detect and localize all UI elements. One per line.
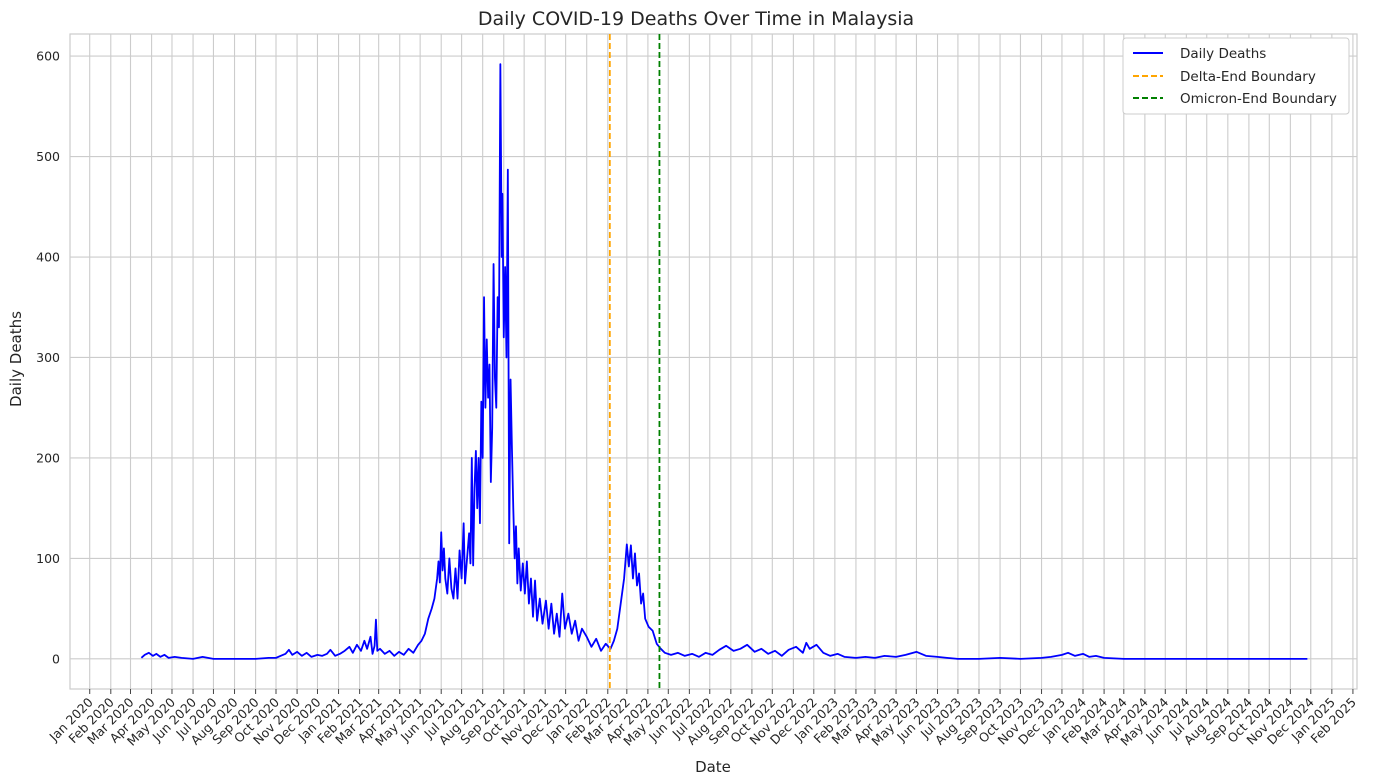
series-line-daily-deaths: [140, 63, 1308, 660]
chart-title: Daily COVID-19 Deaths Over Time in Malay…: [478, 8, 914, 30]
y-tick-label: 200: [36, 450, 60, 465]
legend: Daily Deaths Delta-End Boundary Omicron-…: [1122, 37, 1350, 115]
y-tick-label: 400: [36, 250, 60, 265]
legend-label-delta-end: Delta-End Boundary: [1180, 69, 1316, 85]
y-tick-label: 300: [36, 350, 60, 365]
series-layer: [140, 34, 1308, 689]
grid: [70, 34, 1357, 689]
legend-box: [1122, 37, 1350, 115]
y-axis-label: Daily Deaths: [7, 311, 25, 407]
y-tick-label: 0: [52, 651, 60, 666]
y-tick-label: 500: [36, 149, 60, 164]
legend-label-omicron-end: Omicron-End Boundary: [1180, 91, 1337, 107]
x-axis-label: Date: [695, 758, 731, 776]
y-tick-label: 600: [36, 49, 60, 64]
plot-frame: [69, 33, 1358, 690]
legend-label-daily-deaths: Daily Deaths: [1180, 46, 1266, 62]
y-axis-ticks: 0 100 200 300 400 500 600: [36, 49, 60, 667]
y-tick-label: 100: [36, 551, 60, 566]
